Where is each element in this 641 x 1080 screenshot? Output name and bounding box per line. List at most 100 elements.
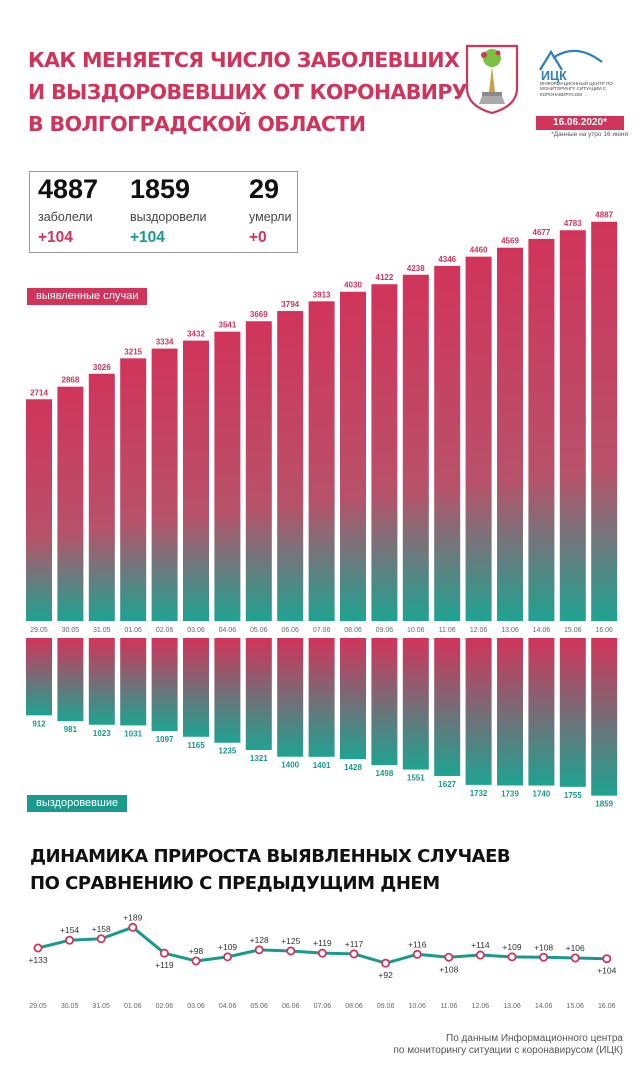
recovered-value-label: 1031 <box>124 729 142 738</box>
logo-text: ИЦК <box>541 69 567 83</box>
growth-point <box>286 946 296 956</box>
date-tick-label: 31.05 <box>93 627 111 634</box>
recovered-value-label: 981 <box>64 725 78 734</box>
stat-deaths-label: умерли <box>249 210 292 224</box>
growth-point <box>475 950 485 960</box>
cases-bar <box>402 274 429 621</box>
cases-value-label: 4238 <box>407 264 425 273</box>
cases-value-label: 3541 <box>219 321 237 330</box>
source-line-1: По данным Информационного центра <box>446 1033 623 1044</box>
stats-panel: 4887 заболели +104 1859 выздоровели +104… <box>29 171 298 253</box>
growth-point <box>602 954 612 964</box>
dynamics-title: Динамика прироста выявленных случаев по … <box>30 843 511 897</box>
growth-point <box>539 952 549 962</box>
date-tick-label: 09.06 <box>377 1003 395 1010</box>
cases-value-label: 4346 <box>438 255 456 264</box>
cases-bar <box>528 238 555 621</box>
growth-point-label: +128 <box>250 935 269 945</box>
date-tick-label: 02.06 <box>156 1003 174 1010</box>
cases-value-label: 3913 <box>313 290 331 299</box>
growth-point <box>254 945 264 955</box>
date-tick-label: 14.06 <box>535 1003 553 1010</box>
cases-value-label: 4677 <box>533 228 551 237</box>
cases-bar <box>88 373 115 621</box>
date-tick-label: 07.06 <box>313 627 331 634</box>
recovered-bar <box>120 638 147 726</box>
recovered-bar <box>245 638 272 751</box>
growth-point-label: +108 <box>534 942 553 952</box>
recovered-bar <box>57 638 84 722</box>
cases-bar <box>465 256 492 621</box>
growth-point-label: +98 <box>189 946 204 956</box>
stat-deaths-value: 29 <box>249 174 280 204</box>
recovered-value-label: 1400 <box>281 761 299 770</box>
stat-deaths-delta: +0 <box>249 229 267 246</box>
recovered-value-label: 1023 <box>93 729 111 738</box>
cases-bar <box>245 321 272 621</box>
cases-bar <box>183 340 209 621</box>
recovered-bar <box>402 638 429 770</box>
growth-point <box>33 943 43 953</box>
growth-point <box>507 952 517 962</box>
cases-recovered-bar-chart: 2714 29.05 912 2868 30.05 981 3026 31.05 1023 321… <box>26 211 618 809</box>
cases-bar <box>371 284 398 621</box>
date-tick-label: 01.06 <box>124 1003 142 1010</box>
recovered-bar <box>214 638 241 743</box>
recovered-bar <box>434 638 461 776</box>
date-tick-label: 10.06 <box>408 1003 426 1010</box>
cases-value-label: 3215 <box>124 347 142 356</box>
cases-bar <box>308 301 335 621</box>
recovered-bar <box>308 638 335 757</box>
recovered-value-label: 912 <box>32 719 46 728</box>
recovered-value-label: 1859 <box>595 800 613 809</box>
growth-point <box>412 949 422 959</box>
cases-bar <box>591 221 618 621</box>
growth-point-label: +133 <box>28 955 47 965</box>
date-tick-label: 09.06 <box>376 627 394 634</box>
recovered-value-label: 1401 <box>313 761 331 770</box>
date-tick-label: 07.06 <box>314 1003 332 1010</box>
daily-growth-line-chart: +133 29.05 +154 30.05 +158 31.05 +189 01.06 +119… <box>28 912 616 1010</box>
cases-bar <box>57 386 84 621</box>
date-tick-label: 05.06 <box>250 627 268 634</box>
date-tick-label: 03.06 <box>187 1003 205 1010</box>
recovered-bar <box>528 638 555 786</box>
recovered-bar <box>371 638 398 766</box>
growth-point <box>223 952 233 962</box>
date-tick-label: 11.06 <box>440 1003 457 1010</box>
cases-value-label: 2868 <box>62 376 80 385</box>
recovered-bar <box>26 638 52 716</box>
stat-recovered-value: 1859 <box>130 174 191 204</box>
logo-subtitle: Информационный центр по мониторингу ситу… <box>540 81 613 97</box>
recovered-bar <box>497 638 523 786</box>
recovered-bar <box>88 638 115 725</box>
growth-point-label: +109 <box>218 942 237 952</box>
growth-point <box>96 934 106 944</box>
date-tick-label: 12.06 <box>472 1003 490 1010</box>
cases-legend-pill: выявленные случаи <box>27 288 148 305</box>
date-tick-label: 08.06 <box>344 627 362 634</box>
cases-value-label: 4460 <box>470 246 488 255</box>
growth-point <box>128 922 138 932</box>
recovered-value-label: 1165 <box>187 741 205 750</box>
growth-point-label: +189 <box>123 912 142 922</box>
title-line-3: в Волгоградской области <box>28 112 366 136</box>
date-tick-label: 31.05 <box>92 1003 110 1010</box>
cases-bar <box>277 311 304 621</box>
cases-bar <box>151 348 178 621</box>
cases-value-label: 3669 <box>250 310 268 319</box>
growth-point-label: +117 <box>345 939 364 949</box>
date-badge: 16.06.2020* <box>536 116 624 130</box>
date-tick-label: 05.06 <box>250 1003 268 1010</box>
recovered-value-label: 1321 <box>250 754 268 763</box>
growth-point-label: +154 <box>60 925 79 935</box>
recovered-bar <box>183 638 209 737</box>
cases-value-label: 3026 <box>93 363 111 372</box>
growth-point-label: +104 <box>597 966 616 976</box>
date-tick-label: 14.06 <box>533 627 551 634</box>
cases-bar <box>434 265 461 621</box>
cases-value-label: 4887 <box>595 211 613 220</box>
date-tick-label: 04.06 <box>219 1003 237 1010</box>
date-tick-label: 16.06 <box>595 627 613 634</box>
date-tick-label: 30.05 <box>61 1003 79 1010</box>
